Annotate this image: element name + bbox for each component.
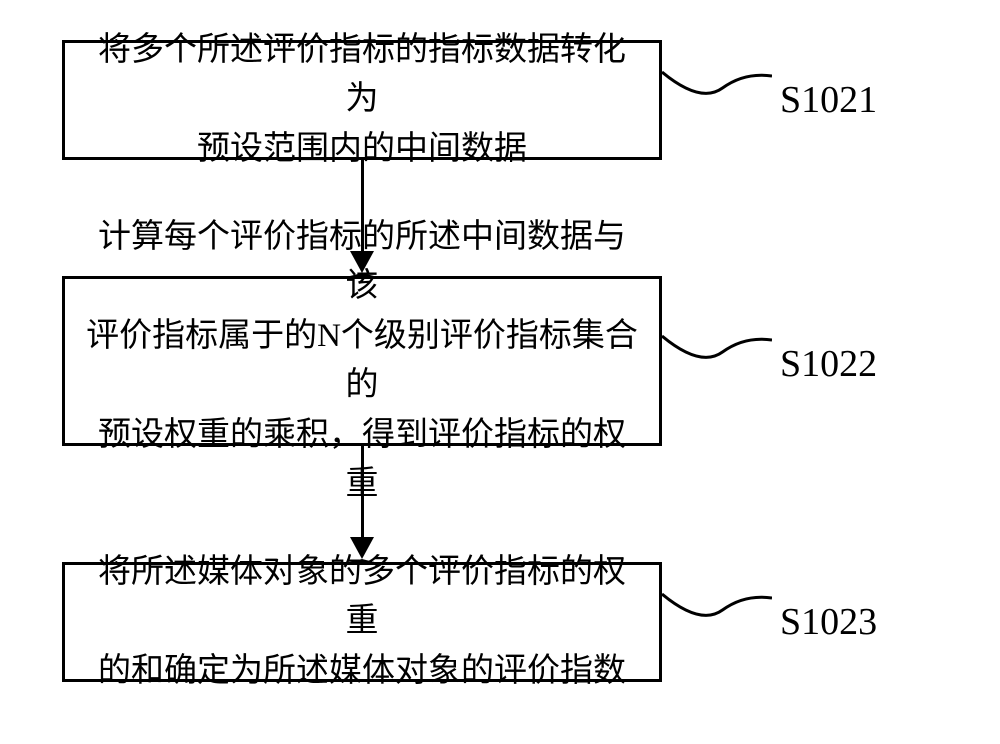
flowchart-node-3: 将所述媒体对象的多个评价指标的权重 的和确定为所述媒体对象的评价指数 — [62, 562, 662, 682]
label-connector-1 — [662, 66, 772, 106]
step-label-2: S1022 — [780, 342, 877, 386]
step-label-3: S1023 — [780, 600, 877, 644]
arrow-head-icon — [350, 537, 374, 562]
arrow-2 — [350, 446, 374, 562]
arrow-shaft — [361, 160, 364, 251]
arrow-head-icon — [350, 251, 374, 276]
arrow-shaft — [361, 446, 364, 537]
label-connector-3 — [662, 588, 772, 628]
arrow-1 — [350, 160, 374, 276]
flowchart-node-1: 将多个所述评价指标的指标数据转化为 预设范围内的中间数据 — [62, 40, 662, 160]
node-text: 将多个所述评价指标的指标数据转化为 预设范围内的中间数据 — [85, 26, 639, 175]
flowchart-node-2: 计算每个评价指标的所述中间数据与该 评价指标属于的N个级别评价指标集合的 预设权… — [62, 276, 662, 446]
node-text: 将所述媒体对象的多个评价指标的权重 的和确定为所述媒体对象的评价指数 — [85, 548, 639, 697]
label-connector-2 — [662, 330, 772, 370]
step-label-1: S1021 — [780, 78, 877, 122]
